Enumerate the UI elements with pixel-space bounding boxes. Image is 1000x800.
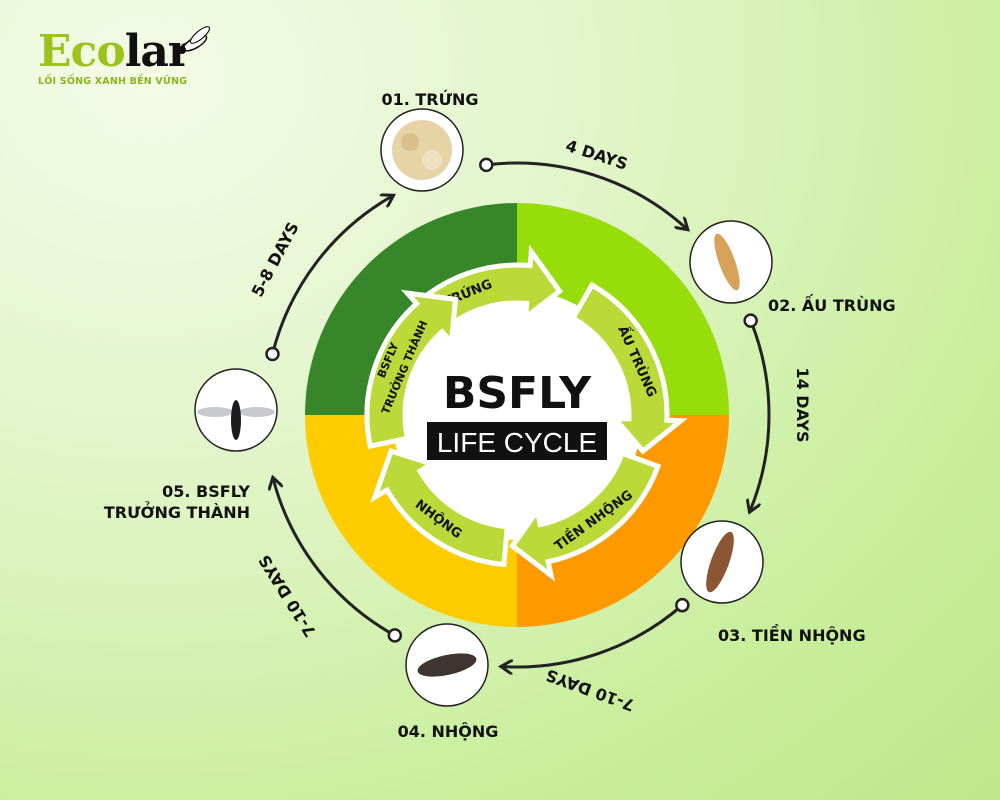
arrow-nhong	[370, 447, 510, 568]
arrow-bsfly	[364, 289, 459, 450]
transition-start-dot	[265, 346, 280, 362]
larva-photo	[689, 220, 773, 304]
arrow-au-trung	[569, 281, 688, 455]
transition-start-dot	[743, 313, 758, 328]
prepupa-photo	[680, 520, 764, 604]
transition-arrow-5	[271, 197, 391, 355]
transition-arrow-1	[486, 161, 685, 228]
duration-prepupa-pupa: 7-10 DAYS	[543, 665, 637, 715]
subtitle-box	[427, 422, 607, 460]
center-subtitle: LIFE CYCLE	[437, 427, 597, 458]
logo-word-eco: Eco	[38, 26, 126, 77]
transition-arrow-2	[751, 320, 771, 510]
stage-label-egg: 01. TRỨNG	[381, 90, 478, 109]
center-disc	[392, 290, 642, 540]
transition-arrow-4	[274, 480, 396, 637]
logo-tagline: LỐI SỐNG XANH BỀN VỮNG	[38, 76, 188, 87]
transition-start-dot	[387, 628, 403, 643]
pupa-photo	[405, 623, 489, 707]
stage-label-adult-2: TRƯỞNG THÀNH	[104, 501, 250, 522]
duration-pupa-adult: 7-10 DAYS	[255, 552, 320, 641]
bee-icon	[178, 26, 211, 54]
duration-adult-egg: 5-8 DAYS	[248, 219, 303, 300]
transition-start-dot	[675, 597, 690, 613]
adult-fly-photo	[194, 368, 278, 452]
stage-label-pupa: 04. NHỘNG	[398, 721, 499, 741]
transition-start-dot	[479, 157, 494, 173]
transition-arrow-3	[504, 604, 684, 667]
stage-label-adult: 05. BSFLY	[162, 482, 250, 501]
center-title: BSFLY	[443, 368, 592, 419]
egg-photo	[380, 108, 464, 192]
stage-label-larva: 02. ẤU TRÙNG	[768, 294, 896, 315]
arrow-tien-nhong	[508, 450, 662, 582]
duration-larva-prepupa: 14 DAYS	[793, 367, 812, 442]
stage-label-prepupa: 03. TIỀN NHỘNG	[718, 624, 866, 645]
